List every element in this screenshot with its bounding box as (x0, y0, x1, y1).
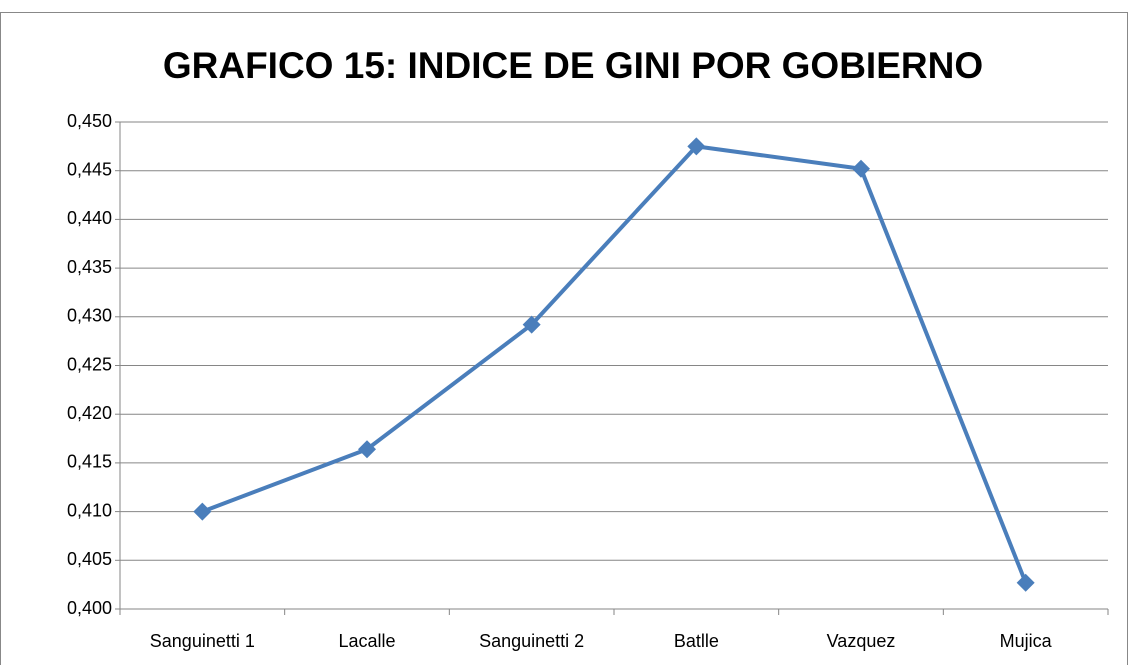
marker (193, 502, 212, 521)
y-tick-label: 0,450 (67, 111, 112, 131)
marker (358, 440, 376, 459)
y-tick-label: 0,425 (67, 354, 112, 374)
x-tick-label: Sanguinetti 2 (479, 631, 584, 651)
y-tick-label: 0,430 (67, 306, 112, 326)
x-tick-label: Batlle (674, 631, 719, 651)
x-tick-label: Mujica (1000, 631, 1053, 651)
marker (852, 159, 870, 178)
marker (687, 137, 706, 156)
marker (522, 315, 541, 334)
x-tick-label: Vazquez (827, 631, 896, 651)
y-tick-label: 0,415 (67, 452, 112, 472)
chart-frame (0, 12, 1128, 665)
y-tick-label: 0,435 (67, 257, 112, 277)
series-line (201, 144, 1028, 584)
y-tick-label: 0,440 (67, 208, 112, 228)
x-tick-label: Lacalle (338, 631, 395, 651)
marker (1016, 573, 1035, 592)
y-tick-label: 0,400 (67, 598, 112, 618)
y-tick-label: 0,420 (67, 403, 112, 423)
y-tick-label: 0,405 (67, 549, 112, 569)
chart-title: GRAFICO 15: INDICE DE GINI POR GOBIERNO (163, 45, 983, 86)
y-tick-label: 0,445 (67, 159, 112, 179)
x-tick-label: Sanguinetti 1 (150, 631, 255, 651)
y-tick-label: 0,410 (67, 500, 112, 520)
